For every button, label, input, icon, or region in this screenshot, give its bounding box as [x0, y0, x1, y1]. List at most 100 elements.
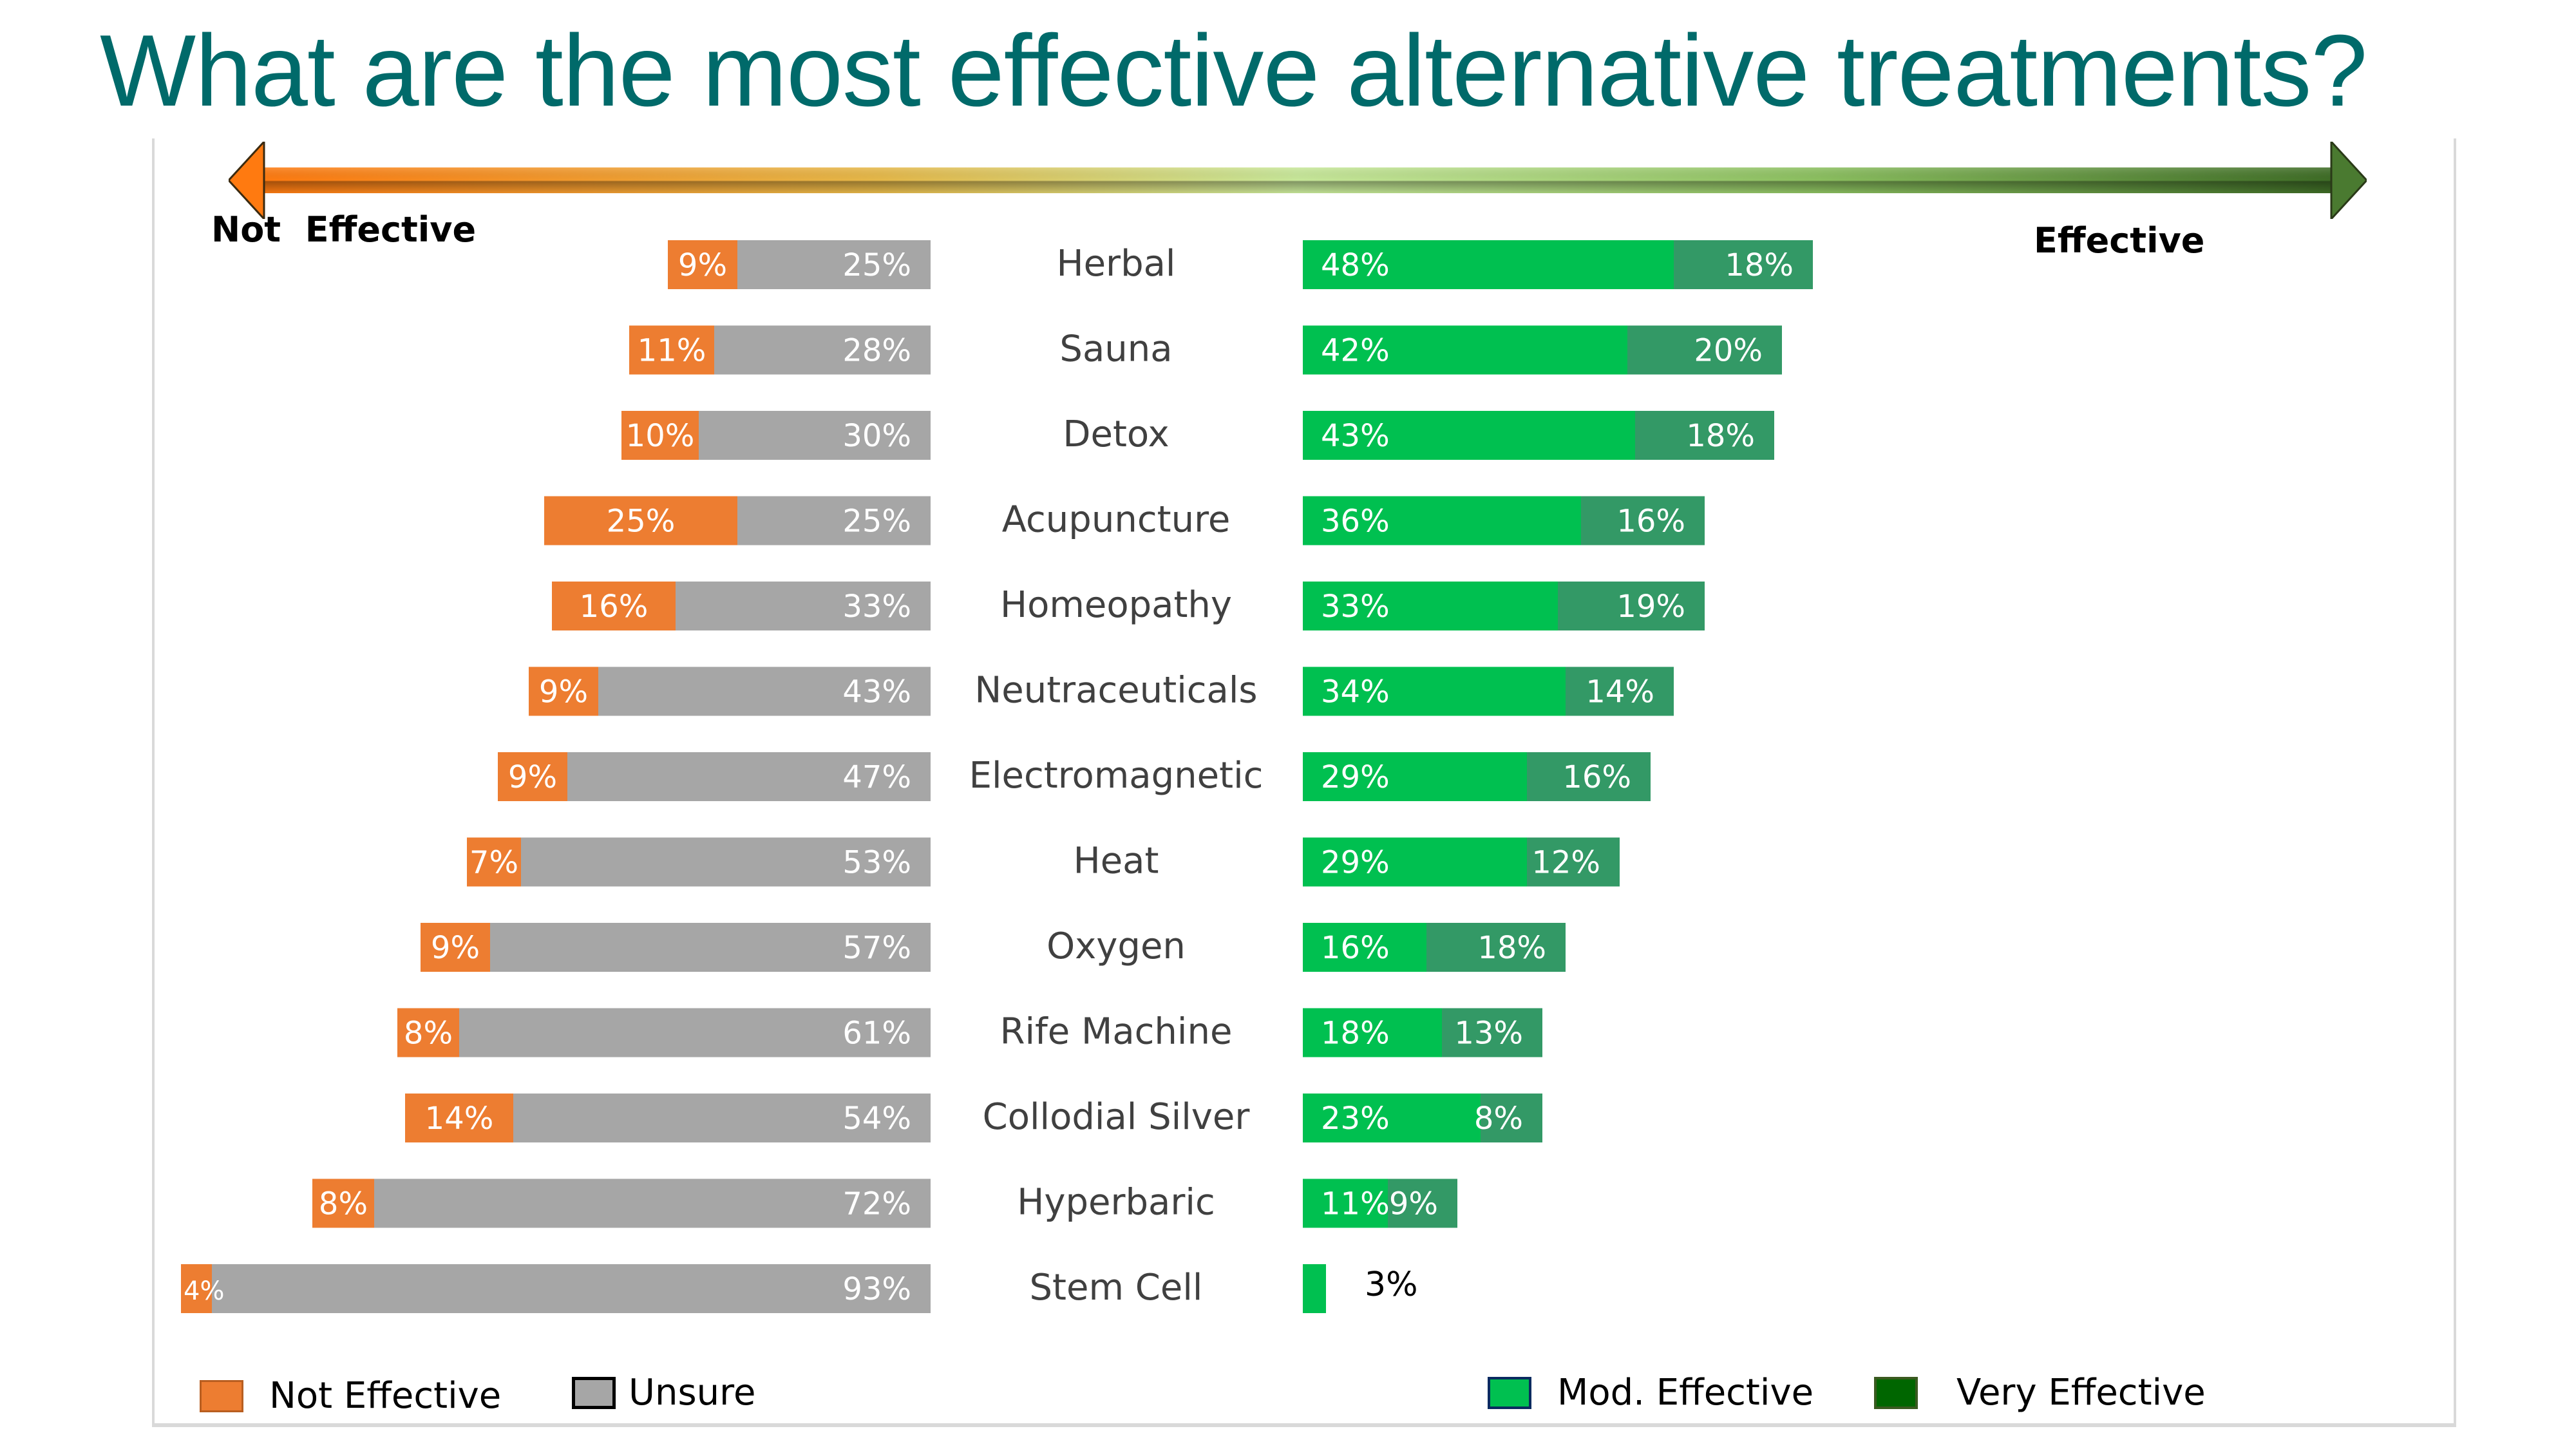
data-label-very-effective: 19% [1616, 589, 1685, 625]
bar-very-effective [1558, 582, 1705, 630]
bar-not-effective [405, 1094, 513, 1142]
data-label-mod-effective: 42% [1321, 333, 1390, 369]
legend-item-not-effective: Not Effective [200, 1375, 501, 1417]
bar-not-effective [421, 923, 490, 972]
category-label: Neutraceuticals [974, 670, 1257, 712]
category-label: Oxygen [1046, 925, 1186, 967]
legend-label: Mod. Effective [1557, 1372, 1814, 1414]
bar-very-effective [1635, 411, 1774, 460]
bar-very-effective [1426, 923, 1566, 972]
data-label-unsure: 25% [842, 504, 911, 540]
data-label-mod-effective: 29% [1321, 759, 1390, 795]
bar-not-effective [552, 582, 676, 630]
bar-mod-effective [1303, 582, 1558, 630]
data-label-mod-effective: 33% [1321, 589, 1390, 625]
bar-not-effective [529, 667, 598, 716]
legend-label: Very Effective [1956, 1372, 2206, 1414]
bar-unsure [699, 411, 931, 460]
chart-title: What are the most effective alternative … [100, 14, 2367, 128]
bar-unsure [459, 1008, 931, 1057]
bar-mod-effective [1303, 923, 1426, 972]
data-label-very-effective: 18% [1725, 247, 1794, 283]
data-label-very-effective: 12% [1531, 845, 1600, 881]
legend-swatch-very-effective [1874, 1376, 1918, 1409]
bar-unsure [737, 496, 931, 545]
bar-very-effective [1527, 837, 1620, 887]
data-label-not-effective: 9% [678, 247, 727, 283]
category-label: Sauna [1059, 328, 1172, 370]
data-label-mod-effective: 3% [1365, 1265, 1418, 1304]
bar-mod-effective [1303, 411, 1635, 460]
legend-label: Unsure [629, 1372, 756, 1414]
category-label: Hyperbaric [1017, 1182, 1215, 1224]
bar-very-effective [1566, 667, 1674, 716]
legend-item-mod-effective: Mod. Effective [1488, 1372, 1814, 1414]
data-label-not-effective: 4% [184, 1276, 224, 1306]
bar-mod-effective [1303, 1008, 1442, 1057]
bar-unsure [737, 240, 931, 289]
bar-mod-effective [1303, 496, 1581, 545]
bar-not-effective [498, 752, 567, 801]
data-label-unsure: 43% [842, 674, 911, 710]
data-label-unsure: 93% [842, 1271, 911, 1307]
category-label: Stem Cell [1030, 1267, 1203, 1309]
data-label-not-effective: 14% [425, 1101, 494, 1137]
data-label-mod-effective: 43% [1321, 418, 1390, 454]
arrow-head-right [2330, 142, 2367, 219]
data-label-mod-effective: 11% [1321, 1186, 1390, 1222]
data-label-mod-effective: 34% [1321, 674, 1390, 710]
data-label-not-effective: 7% [469, 845, 518, 881]
legend-swatch-not-effective [200, 1379, 243, 1412]
category-label: Heat [1074, 840, 1159, 882]
bar-very-effective [1481, 1094, 1542, 1142]
data-label-very-effective: 16% [1562, 759, 1631, 795]
data-label-not-effective: 8% [319, 1186, 368, 1222]
data-label-not-effective: 11% [638, 333, 706, 369]
category-label: Collodial Silver [983, 1096, 1251, 1138]
category-label: Rife Machine [1000, 1011, 1233, 1053]
chart-frame [152, 138, 2456, 1427]
data-label-very-effective: 14% [1586, 674, 1654, 710]
data-label-very-effective: 18% [1686, 418, 1755, 454]
bar-unsure [676, 582, 931, 630]
legend-item-unsure: Unsure [572, 1372, 755, 1414]
data-label-unsure: 47% [842, 759, 911, 795]
bar-very-effective [1581, 496, 1705, 545]
bar-very-effective [1627, 325, 1782, 375]
data-label-mod-effective: 48% [1321, 247, 1390, 283]
bar-not-effective [181, 1264, 212, 1313]
data-label-not-effective: 8% [404, 1016, 453, 1052]
bar-unsure [490, 923, 931, 972]
data-label-very-effective: 13% [1454, 1016, 1523, 1052]
data-label-not-effective: 10% [626, 418, 695, 454]
legend-swatch-unsure [572, 1376, 616, 1409]
bar-unsure [374, 1179, 931, 1228]
data-label-mod-effective: 23% [1321, 1101, 1390, 1137]
bar-not-effective [629, 325, 714, 375]
bar-not-effective [312, 1179, 374, 1228]
category-label: Electromagnetic [969, 755, 1264, 797]
data-label-unsure: 53% [842, 845, 911, 881]
bar-unsure [212, 1264, 931, 1313]
bar-mod-effective [1303, 1179, 1388, 1228]
bar-very-effective [1388, 1179, 1457, 1228]
bar-unsure [598, 667, 931, 716]
data-label-unsure: 72% [842, 1186, 911, 1222]
data-label-mod-effective: 16% [1321, 930, 1390, 966]
data-label-very-effective: 8% [1474, 1101, 1523, 1137]
data-label-not-effective: 9% [539, 674, 588, 710]
data-label-not-effective: 25% [607, 504, 676, 540]
data-label-unsure: 25% [842, 247, 911, 283]
bar-unsure [521, 837, 931, 887]
legend-item-very-effective: Very Effective [1874, 1372, 2206, 1414]
legend-label: Not Effective [269, 1375, 502, 1417]
data-label-very-effective: 18% [1477, 930, 1546, 966]
category-label: Herbal [1056, 243, 1175, 285]
bar-unsure [513, 1094, 931, 1142]
bar-mod-effective [1303, 1094, 1481, 1142]
arrow-head-left [229, 142, 265, 219]
bar-mod-effective [1303, 752, 1527, 801]
scale-label-effective: Effective [2034, 220, 2205, 261]
data-label-mod-effective: 29% [1321, 845, 1390, 881]
